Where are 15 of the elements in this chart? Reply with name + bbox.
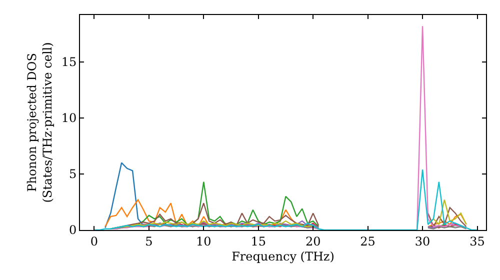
x-tick-label: 30 [414, 234, 430, 248]
y-tick-label: 15 [61, 55, 77, 70]
x-tick-label: 20 [305, 234, 321, 248]
x-tick-label: 5 [145, 234, 153, 248]
line-series [94, 168, 478, 230]
y-axis-title: Phonon projected DOS (States/THz·primitive cell) [25, 42, 55, 203]
x-tick-label: 10 [196, 234, 212, 248]
x-tick-label: 0 [90, 234, 98, 248]
x-tick-label: 35 [470, 234, 485, 248]
x-tick-label: 25 [360, 234, 376, 248]
x-tick-label: 15 [250, 234, 266, 248]
x-axis-title: Frequency (THz) [232, 249, 334, 264]
y-tick-label: 0 [68, 223, 77, 238]
y-tick-label: 5 [68, 167, 77, 182]
y-tick-label: 10 [61, 111, 77, 126]
